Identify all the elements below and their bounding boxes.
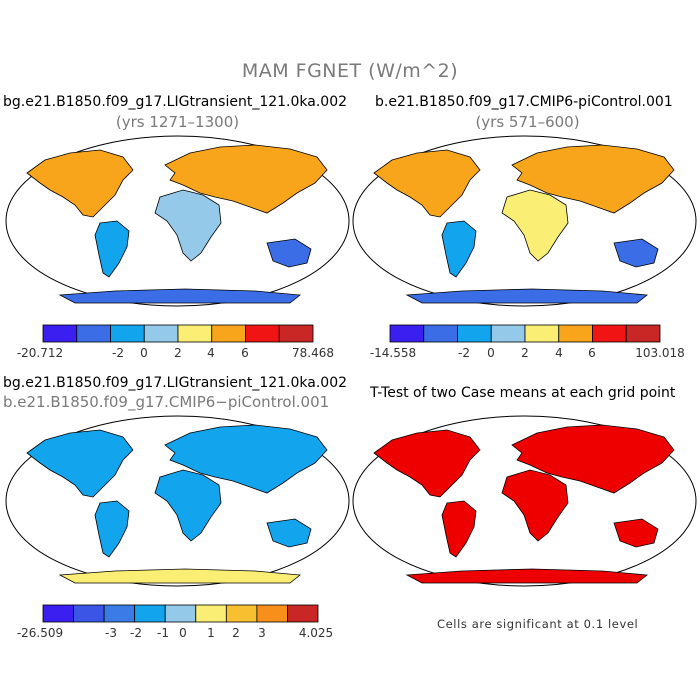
region-eurasia <box>164 424 328 494</box>
colorbar-bin <box>134 604 166 623</box>
region-australia <box>613 518 659 548</box>
region-australia <box>266 518 312 548</box>
panel-3-title: bg.e21.B1850.f09_g17.LIGtransient_121.0k… <box>3 375 348 391</box>
colorbar-bin <box>195 604 227 623</box>
region-antarctica <box>405 568 649 584</box>
colorbar-bin <box>143 324 179 343</box>
colorbar-3-tick-label: 1 <box>207 626 215 640</box>
region-africa <box>501 189 569 262</box>
region-north-america <box>373 149 481 218</box>
colorbar-1-tick-label: 4 <box>207 346 215 360</box>
significance-note: Cells are significant at 0.1 level <box>437 617 639 631</box>
colorbar-bin <box>256 604 288 623</box>
colorbar-3 <box>42 604 319 623</box>
colorbar-bin <box>177 324 213 343</box>
colorbar-3-max-label: 4.025 <box>298 626 334 640</box>
colorbar-2-min-label: -14.558 <box>369 346 417 360</box>
colorbar-3-min-label: -26.509 <box>16 626 64 640</box>
colorbar-bin <box>110 324 145 343</box>
region-south-america <box>94 220 130 278</box>
region-eurasia <box>164 144 328 214</box>
colorbar-bin <box>211 324 246 343</box>
region-africa <box>154 189 222 262</box>
colorbar-3-tick-label: -3 <box>105 626 117 640</box>
colorbar-2-tick-label: 4 <box>555 346 563 360</box>
panel-3-subtitle: b.e21.B1850.f09_g17.CMIP6−piControl.001 <box>3 393 330 411</box>
region-antarctica <box>58 568 302 584</box>
colorbar-2-tick-label: 0 <box>487 346 495 360</box>
panel-1-title: bg.e21.B1850.f09_g17.LIGtransient_121.0k… <box>3 94 348 110</box>
colorbar-2 <box>389 324 661 343</box>
colorbar-3-tick-label: -2 <box>130 626 142 640</box>
colorbar-bin <box>558 324 593 343</box>
colorbar-bin <box>389 324 425 343</box>
map-panel-2 <box>352 135 697 307</box>
colorbar-3-tick-label: 2 <box>232 626 240 640</box>
colorbar-2-tick-label: 2 <box>521 346 529 360</box>
region-south-america <box>441 220 477 278</box>
colorbar-2-tick-label: -2 <box>458 346 470 360</box>
colorbar-3-tick-label: -1 <box>157 626 169 640</box>
region-eurasia <box>511 144 675 214</box>
figure-title: MAM FGNET (W/m^2) <box>241 60 459 82</box>
panel-2-subtitle: (yrs 571–600) <box>475 113 580 131</box>
region-antarctica <box>405 288 649 304</box>
colorbar-bin <box>73 604 105 623</box>
panel-2-title: b.e21.B1850.f09_g17.CMIP6-piControl.001 <box>375 94 673 110</box>
region-africa <box>154 469 222 542</box>
region-antarctica <box>58 288 302 304</box>
panel-1-subtitle: (yrs 1271–1300) <box>115 113 240 131</box>
colorbar-bin <box>457 324 492 343</box>
colorbar-1-min-label: -20.712 <box>16 346 64 360</box>
colorbar-bin <box>76 324 111 343</box>
colorbar-1 <box>42 324 314 343</box>
region-eurasia <box>511 424 675 494</box>
colorbar-1-tick-label: -2 <box>112 346 124 360</box>
map-panel-1 <box>5 135 350 307</box>
colorbar-1-tick-label: 6 <box>241 346 249 360</box>
colorbar-bin <box>245 324 280 343</box>
colorbar-bin <box>103 604 136 623</box>
colorbar-bin <box>164 604 197 623</box>
panel-4-title: T-Test of two Case means at each grid po… <box>370 385 676 401</box>
colorbar-1-max-label: 78.468 <box>292 346 334 360</box>
region-north-america <box>373 429 481 498</box>
colorbar-bin <box>592 324 627 343</box>
colorbar-1-tick-label: 0 <box>140 346 148 360</box>
colorbar-bin <box>225 604 258 623</box>
colorbar-1-tick-label: 2 <box>174 346 182 360</box>
region-australia <box>266 238 312 268</box>
colorbar-bin <box>42 324 78 343</box>
region-south-america <box>441 500 477 558</box>
colorbar-3-tick-label: 3 <box>258 626 266 640</box>
region-south-america <box>94 500 130 558</box>
colorbar-2-tick-label: 6 <box>588 346 596 360</box>
map-panel-4 <box>352 415 697 587</box>
colorbar-2-max-label: 103.018 <box>635 346 685 360</box>
colorbar-bin <box>490 324 526 343</box>
colorbar-bin <box>524 324 560 343</box>
colorbar-bin <box>42 604 74 623</box>
region-north-america <box>26 149 134 218</box>
region-north-america <box>26 429 134 498</box>
colorbar-bin <box>287 604 319 623</box>
region-africa <box>501 469 569 542</box>
colorbar-bin <box>423 324 458 343</box>
colorbar-3-tick-label: 0 <box>179 626 187 640</box>
colorbar-bin <box>625 324 661 343</box>
colorbar-bin <box>278 324 314 343</box>
region-australia <box>613 238 659 268</box>
map-panel-3 <box>5 415 350 587</box>
